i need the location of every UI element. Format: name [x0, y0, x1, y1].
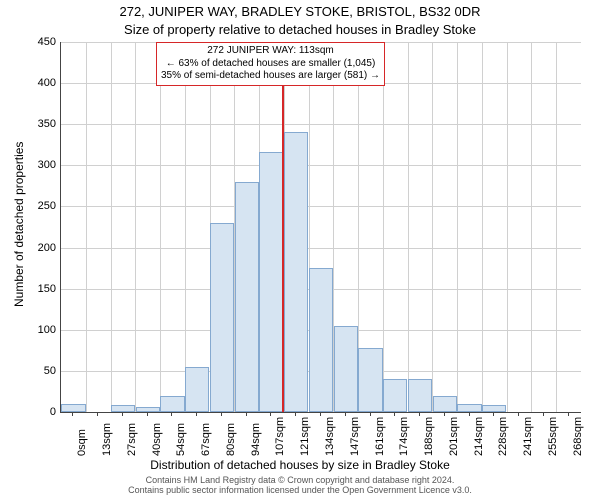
- xtick-label: 54sqm: [175, 423, 187, 456]
- reference-line: [282, 42, 284, 412]
- x-axis-label: Distribution of detached houses by size …: [0, 458, 600, 472]
- xtick-mark: [469, 412, 470, 416]
- ytick-label: 100: [16, 324, 56, 336]
- xtick-mark: [122, 412, 123, 416]
- xtick-mark: [394, 412, 395, 416]
- xtick-label: 201sqm: [448, 417, 460, 456]
- histogram-bar: [235, 182, 259, 412]
- ytick-label: 300: [16, 159, 56, 171]
- annotation-line-2: ← 63% of detached houses are smaller (1,…: [161, 58, 380, 71]
- histogram-bar: [408, 379, 432, 412]
- xtick-mark: [568, 412, 569, 416]
- xtick-mark: [419, 412, 420, 416]
- histogram-bar: [136, 407, 160, 412]
- ytick-label: 50: [16, 365, 56, 377]
- ytick-label: 400: [16, 77, 56, 89]
- xtick-label: 241sqm: [522, 417, 534, 456]
- gridline-horizontal: [61, 206, 581, 207]
- xtick-mark: [444, 412, 445, 416]
- ytick-label: 450: [16, 36, 56, 48]
- gridline-vertical: [507, 42, 508, 412]
- gridline-vertical: [86, 42, 87, 412]
- page-subtitle: Size of property relative to detached ho…: [0, 22, 600, 37]
- xtick-label: 268sqm: [572, 417, 584, 456]
- annotation-line-1: 272 JUNIPER WAY: 113sqm: [161, 45, 380, 58]
- histogram-bar: [284, 132, 308, 412]
- gridline-vertical: [408, 42, 409, 412]
- annotation-line-3: 35% of semi-detached houses are larger (…: [161, 70, 380, 83]
- xtick-label: 107sqm: [274, 417, 286, 456]
- xtick-mark: [221, 412, 222, 416]
- histogram-bar: [334, 326, 358, 412]
- annotation-box: 272 JUNIPER WAY: 113sqm← 63% of detached…: [156, 42, 385, 86]
- histogram-bar: [383, 379, 407, 412]
- xtick-mark: [493, 412, 494, 416]
- xtick-label: 13sqm: [101, 423, 113, 456]
- xtick-label: 40sqm: [151, 423, 163, 456]
- xtick-label: 174sqm: [398, 417, 410, 456]
- xtick-mark: [246, 412, 247, 416]
- histogram-bar: [309, 268, 333, 412]
- xtick-mark: [345, 412, 346, 416]
- xtick-label: 121sqm: [299, 417, 311, 456]
- histogram-bar: [61, 404, 85, 412]
- histogram-plot: 272 JUNIPER WAY: 113sqm← 63% of detached…: [60, 42, 581, 413]
- xtick-label: 0sqm: [76, 429, 88, 456]
- histogram-bar: [457, 404, 481, 412]
- gridline-horizontal: [61, 165, 581, 166]
- histogram-bar: [111, 405, 135, 412]
- histogram-bar: [259, 152, 283, 412]
- xtick-mark: [370, 412, 371, 416]
- xtick-mark: [196, 412, 197, 416]
- gridline-horizontal: [61, 124, 581, 125]
- xtick-mark: [97, 412, 98, 416]
- gridline-vertical: [185, 42, 186, 412]
- gridline-vertical: [160, 42, 161, 412]
- xtick-label: 255sqm: [547, 417, 559, 456]
- xtick-label: 67sqm: [200, 423, 212, 456]
- xtick-mark: [147, 412, 148, 416]
- xtick-mark: [72, 412, 73, 416]
- histogram-bar: [358, 348, 382, 412]
- xtick-label: 94sqm: [250, 423, 262, 456]
- histogram-bar: [433, 396, 457, 412]
- xtick-mark: [270, 412, 271, 416]
- footer-attribution: Contains HM Land Registry data © Crown c…: [0, 476, 600, 496]
- xtick-label: 134sqm: [324, 417, 336, 456]
- ytick-label: 350: [16, 118, 56, 130]
- ytick-label: 200: [16, 242, 56, 254]
- xtick-mark: [543, 412, 544, 416]
- xtick-label: 147sqm: [349, 417, 361, 456]
- ytick-label: 250: [16, 200, 56, 212]
- ytick-label: 0: [16, 406, 56, 418]
- gridline-vertical: [556, 42, 557, 412]
- xtick-mark: [171, 412, 172, 416]
- gridline-vertical: [432, 42, 433, 412]
- page-title: 272, JUNIPER WAY, BRADLEY STOKE, BRISTOL…: [0, 4, 600, 19]
- histogram-bar: [210, 223, 234, 412]
- ytick-label: 150: [16, 283, 56, 295]
- xtick-label: 80sqm: [225, 423, 237, 456]
- gridline-vertical: [457, 42, 458, 412]
- footer-line-2: Contains public sector information licen…: [0, 486, 600, 496]
- histogram-bar: [160, 396, 184, 412]
- gridline-vertical: [531, 42, 532, 412]
- xtick-label: 188sqm: [423, 417, 435, 456]
- xtick-mark: [320, 412, 321, 416]
- xtick-label: 228sqm: [497, 417, 509, 456]
- xtick-label: 27sqm: [126, 423, 138, 456]
- gridline-vertical: [135, 42, 136, 412]
- gridline-vertical: [111, 42, 112, 412]
- gridline-vertical: [383, 42, 384, 412]
- gridline-horizontal: [61, 248, 581, 249]
- xtick-label: 161sqm: [374, 417, 386, 456]
- gridline-vertical: [482, 42, 483, 412]
- xtick-label: 214sqm: [473, 417, 485, 456]
- xtick-mark: [295, 412, 296, 416]
- histogram-bar: [185, 367, 209, 412]
- xtick-mark: [518, 412, 519, 416]
